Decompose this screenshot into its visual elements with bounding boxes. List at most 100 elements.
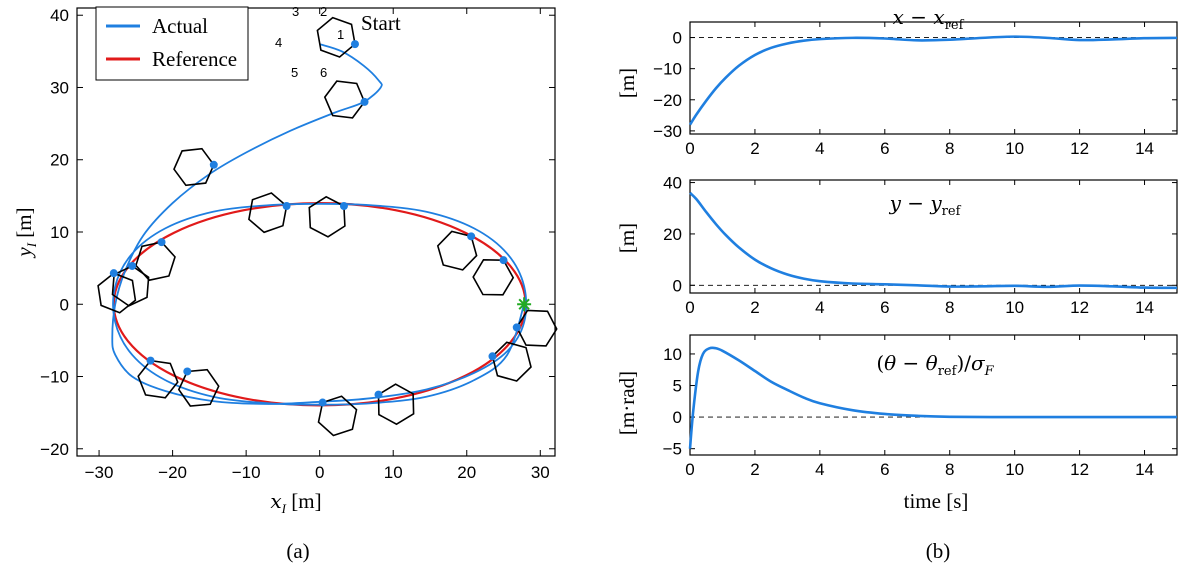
robot-position-marker bbox=[318, 398, 327, 407]
y-tick-label: 10 bbox=[50, 223, 69, 242]
x-tick-label: 20 bbox=[457, 463, 476, 482]
robot-position-marker bbox=[209, 160, 218, 169]
x-tick-label: 30 bbox=[531, 463, 550, 482]
x-tick-label: −30 bbox=[85, 463, 114, 482]
robot-position-marker bbox=[282, 201, 291, 210]
x-tick-label: 0 bbox=[685, 460, 694, 479]
x-tick-label: 10 bbox=[384, 463, 403, 482]
error-curve bbox=[689, 191, 1178, 290]
vertex-label-1: 1 bbox=[337, 27, 344, 42]
x-tick-label: 12 bbox=[1070, 139, 1089, 158]
y-tick-label: 5 bbox=[673, 377, 682, 396]
x-tick-label: 2 bbox=[750, 298, 759, 317]
robot-hexagon bbox=[377, 383, 415, 426]
x-tick-label: 14 bbox=[1135, 139, 1154, 158]
y-tick-label: −5 bbox=[663, 440, 682, 459]
x-tick-label: 14 bbox=[1135, 298, 1154, 317]
robot-snapshots bbox=[97, 16, 558, 437]
y-tick-label: 0 bbox=[673, 276, 682, 295]
y-tick-label: 20 bbox=[50, 151, 69, 170]
robot-position-marker bbox=[183, 367, 192, 376]
robot-hexagon bbox=[515, 309, 558, 347]
x-error-title: x − xref bbox=[893, 5, 965, 33]
robot-position-marker bbox=[467, 232, 476, 241]
y-axis-label: yI [m] bbox=[12, 207, 39, 258]
y-tick-label: −10 bbox=[40, 368, 69, 387]
x-axis-label: xI [m] bbox=[270, 489, 321, 516]
robot-hexagon bbox=[248, 192, 288, 234]
robot-hexagon bbox=[317, 395, 358, 437]
robot-hexagon bbox=[173, 147, 215, 187]
trajectory-axes: −30 −20 −10 0 10 20 30 −20 −10 0 10 20 30 40 bbox=[40, 6, 555, 482]
x-tick-label: 12 bbox=[1070, 298, 1089, 317]
y-tick-label: 0 bbox=[673, 408, 682, 427]
x-tick-label: −10 bbox=[232, 463, 261, 482]
robot-position-marker bbox=[339, 201, 348, 210]
vertex-label-6: 6 bbox=[320, 65, 327, 80]
y-tick-label: 0 bbox=[60, 295, 69, 314]
subplot-frame bbox=[689, 179, 1178, 294]
robot-position-marker bbox=[109, 269, 118, 278]
y-tick-label: 20 bbox=[663, 225, 682, 244]
x-tick-label: 6 bbox=[880, 139, 889, 158]
trajectory-plot: −30 −20 −10 0 10 20 30 −20 −10 0 10 20 30 40 Actual R… bbox=[12, 4, 558, 563]
vertex-label-4: 4 bbox=[275, 35, 282, 50]
robot-hexagon bbox=[177, 368, 220, 407]
x-tick-label: 4 bbox=[815, 298, 824, 317]
robot-hexagon bbox=[323, 80, 366, 119]
robot-hexagon bbox=[97, 272, 137, 314]
error-curve bbox=[688, 346, 1177, 449]
robot-position-marker bbox=[499, 256, 508, 265]
x-tick-label: 4 bbox=[815, 460, 824, 479]
x-tick-label: 10 bbox=[1005, 139, 1024, 158]
x-tick-label: 10 bbox=[1005, 460, 1024, 479]
y-error-ylabel: [m] bbox=[615, 223, 639, 253]
robot-hexagon bbox=[436, 230, 478, 271]
robot-position-marker bbox=[157, 238, 166, 247]
theta-error-title: (θ − θref)/σF bbox=[876, 351, 994, 379]
legend: Actual Reference bbox=[95, 6, 249, 81]
robot-position-marker bbox=[374, 390, 383, 399]
subplot-frame bbox=[689, 21, 1178, 135]
x-tick-label: 0 bbox=[315, 463, 324, 482]
x-tick-label: 10 bbox=[1005, 298, 1024, 317]
caption-a: (a) bbox=[286, 539, 309, 563]
x-tick-label: 6 bbox=[880, 460, 889, 479]
x-tick-label: −20 bbox=[158, 463, 187, 482]
error-curve bbox=[688, 35, 1178, 126]
x-tick-label: 8 bbox=[945, 139, 954, 158]
robot-position-marker bbox=[512, 323, 521, 332]
subplot-frame bbox=[689, 334, 1178, 456]
robot-position-marker bbox=[350, 40, 359, 49]
y-tick-label: −30 bbox=[653, 122, 682, 141]
y-tick-label: 0 bbox=[673, 29, 682, 48]
x-tick-label: 2 bbox=[750, 460, 759, 479]
vertex-labels: 1 2 3 4 5 6 bbox=[275, 4, 344, 80]
x-tick-label: 12 bbox=[1070, 460, 1089, 479]
x-tick-label: 0 bbox=[685, 298, 694, 317]
actual-trajectory bbox=[111, 43, 528, 406]
end-marker-stroke bbox=[518, 298, 530, 310]
y-tick-label: −20 bbox=[40, 440, 69, 459]
legend-actual-label: Actual bbox=[152, 14, 208, 38]
robot-position-marker bbox=[128, 261, 137, 270]
y-tick-label: 30 bbox=[50, 78, 69, 97]
x-tick-label: 8 bbox=[945, 460, 954, 479]
y-error-title: y − yref bbox=[889, 191, 962, 219]
x-error-subplot: 0 2 4 6 8 10 12 14 0 −10 −20 −30 bbox=[653, 21, 1178, 158]
caption-b: (b) bbox=[926, 539, 951, 563]
y-tick-label: 40 bbox=[663, 174, 682, 193]
vertex-label-5: 5 bbox=[291, 65, 298, 80]
vertex-label-2: 2 bbox=[320, 4, 327, 19]
vertex-label-3: 3 bbox=[292, 4, 299, 19]
x-error-ylabel: [m] bbox=[615, 68, 639, 98]
x-tick-label: 8 bbox=[945, 298, 954, 317]
x-tick-label: 2 bbox=[750, 139, 759, 158]
robot-hexagon bbox=[472, 258, 515, 296]
time-axis-label: time [s] bbox=[904, 489, 969, 513]
robot-hexagon bbox=[491, 341, 532, 382]
robot-position-marker bbox=[360, 97, 369, 106]
actual-path bbox=[111, 43, 528, 406]
